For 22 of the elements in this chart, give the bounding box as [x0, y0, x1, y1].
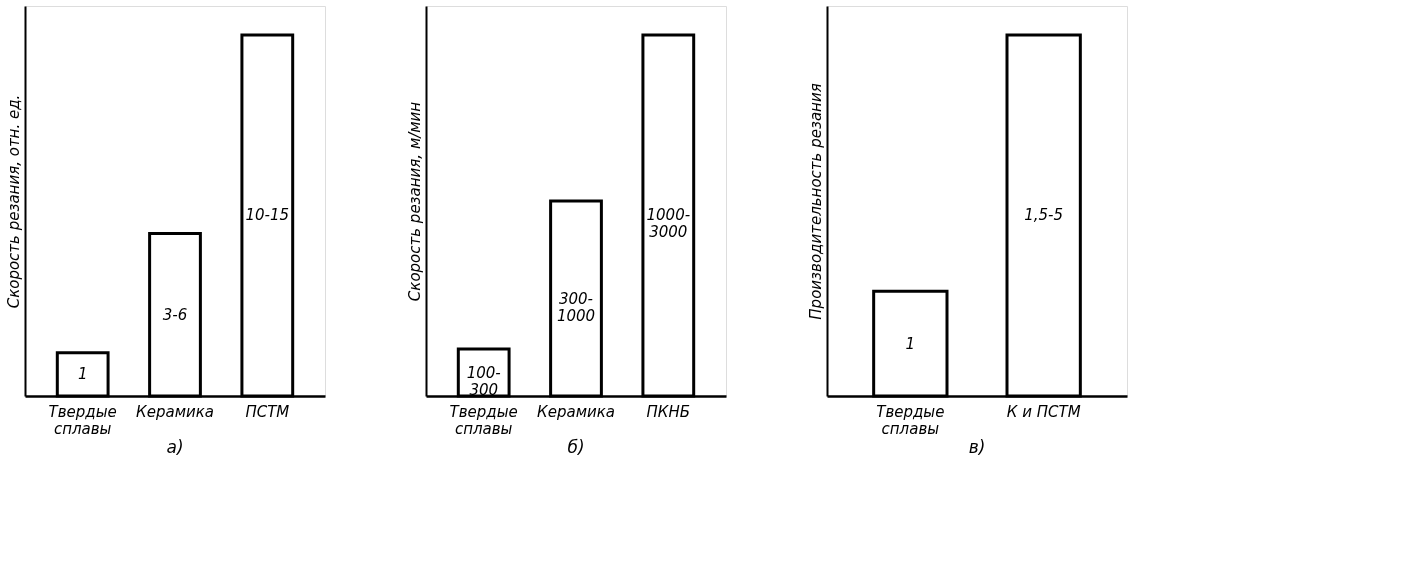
- annotation: 10-15: [245, 206, 290, 225]
- x-tick-label: Твердые сплавы: [48, 402, 117, 438]
- x-tick-label: Твердые сплавы: [449, 402, 518, 438]
- annotation: 1000-3000: [646, 206, 691, 242]
- annotation: 1: [905, 334, 916, 353]
- x-tick-label: Керамика: [537, 402, 615, 421]
- annotation: 3-6: [162, 305, 188, 324]
- y-axis-title: Скорость резания, м/мин: [405, 101, 424, 302]
- annotation: 300-1000: [556, 289, 596, 325]
- x-tick-label: ПСТМ: [245, 402, 290, 421]
- annotation: 1: [77, 365, 88, 384]
- x-tick-label: Твердые сплавы: [876, 402, 945, 438]
- annotation: 100-300: [466, 363, 501, 399]
- text: в): [968, 437, 986, 457]
- text: б): [567, 437, 585, 457]
- text: а): [166, 437, 184, 457]
- annotation: 1,5-5: [1024, 206, 1064, 225]
- x-tick-label: ПКНБ: [646, 402, 691, 421]
- x-tick-label: К и ПСТМ: [1006, 402, 1081, 421]
- x-tick-label: Керамика: [136, 402, 214, 421]
- y-axis-title: Производительность резания: [806, 83, 825, 320]
- y-axis-title: Скорость резания, отн. ед.: [4, 94, 23, 309]
